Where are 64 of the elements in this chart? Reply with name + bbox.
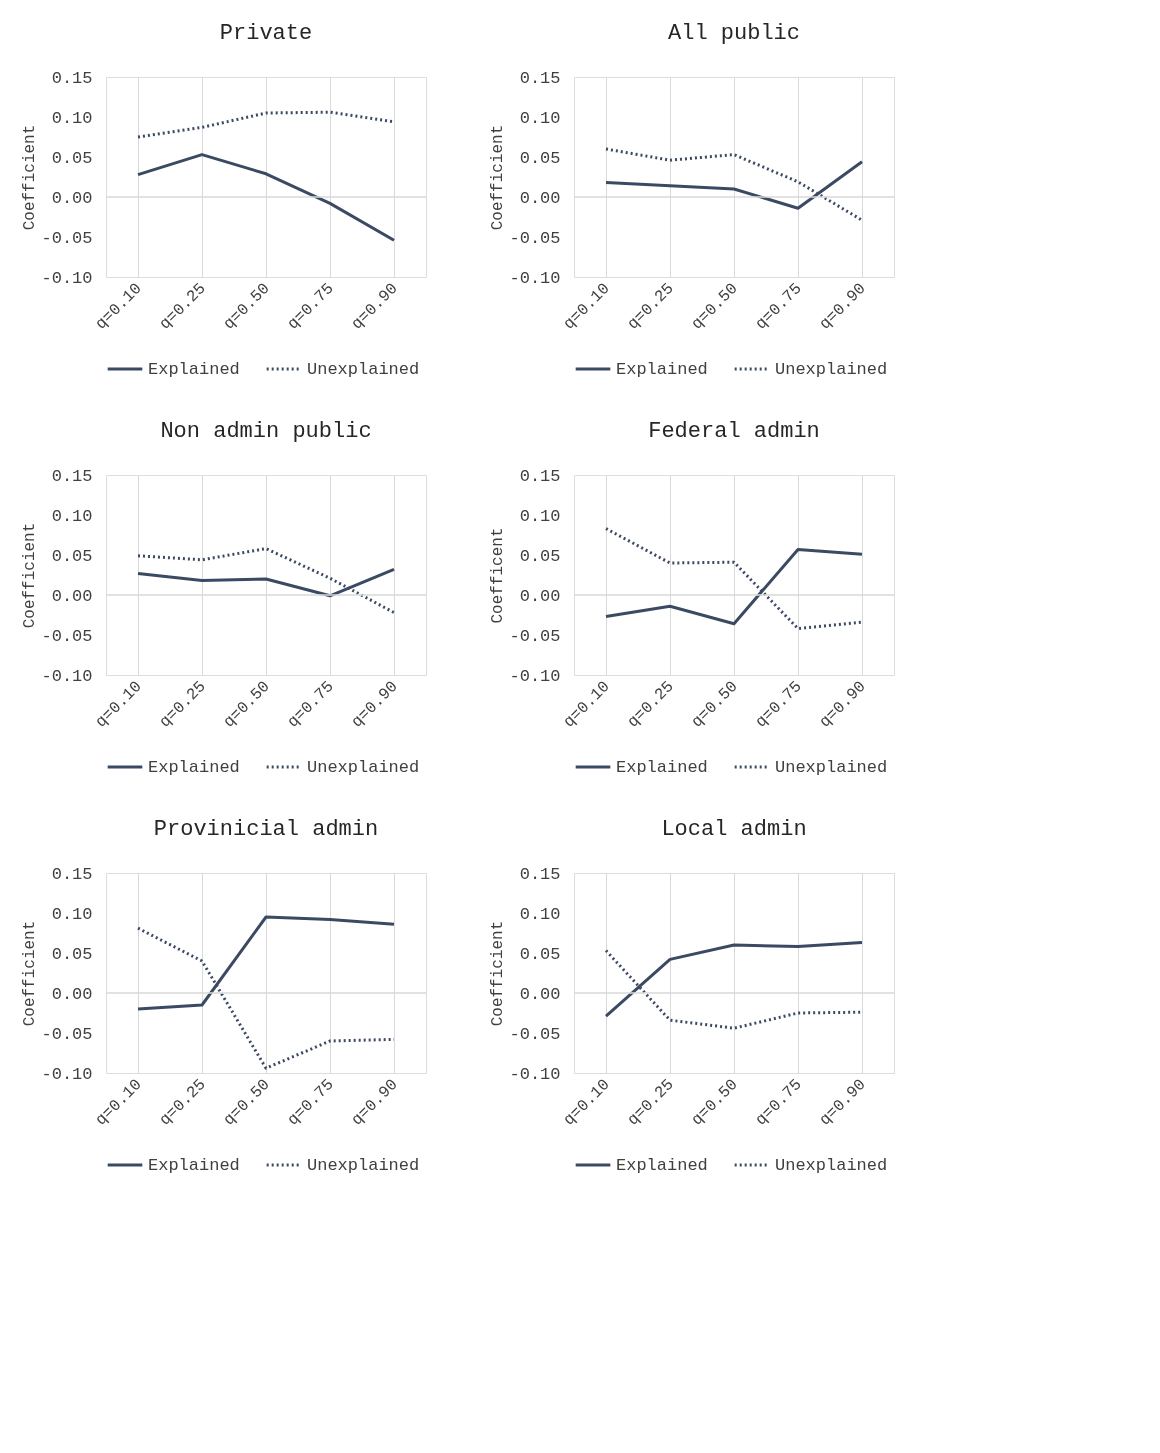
- y-tick-label: 0.15: [51, 68, 93, 88]
- legend-label: Explained: [616, 1156, 708, 1175]
- y-axis-title: Coefficent: [489, 527, 508, 624]
- y-tick-label: -0.10: [509, 666, 561, 686]
- y-tick-label: 0.00: [519, 188, 561, 208]
- legend-label: Unexplained: [775, 360, 888, 379]
- y-axis-title: Coefficient: [21, 124, 40, 231]
- chart-title: Non admin public: [160, 419, 372, 444]
- y-tick-label: -0.10: [41, 666, 93, 686]
- legend-label: Explained: [148, 1156, 240, 1175]
- y-tick-label: 0.00: [51, 188, 93, 208]
- y-tick-label: 0.15: [519, 68, 561, 88]
- y-tick-label: -0.05: [509, 626, 561, 646]
- y-tick-label: 0.05: [51, 148, 93, 168]
- y-tick-label: 0.05: [51, 944, 93, 964]
- y-axis-title: Coefficient: [489, 124, 508, 231]
- chart-title: Local admin: [661, 817, 807, 842]
- legend-label: Unexplained: [307, 1156, 420, 1175]
- y-tick-label: 0.15: [51, 466, 93, 486]
- y-tick-label: 0.05: [519, 546, 561, 566]
- legend-label: Explained: [616, 360, 708, 379]
- legend-label: Explained: [148, 758, 240, 777]
- legend-label: Unexplained: [775, 1156, 888, 1175]
- y-tick-label: 0.10: [51, 108, 93, 128]
- chart-title: All public: [667, 21, 801, 46]
- y-tick-label: 0.10: [519, 506, 561, 526]
- y-tick-label: 0.15: [519, 864, 561, 884]
- chart-title: Provinicial admin: [153, 817, 379, 842]
- y-axis-title: Coefficient: [21, 920, 40, 1027]
- line-series: [136, 547, 396, 615]
- chart-title: Private: [219, 21, 313, 46]
- line-series: [604, 147, 864, 222]
- chart-title: Federal admin: [648, 419, 820, 444]
- legend-label: Explained: [148, 360, 240, 379]
- y-tick-label: 0.00: [51, 984, 93, 1004]
- y-tick-label: 0.15: [51, 864, 93, 884]
- y-tick-label: 0.05: [519, 944, 561, 964]
- y-tick-label: -0.05: [509, 1024, 561, 1044]
- legend-label: Unexplained: [775, 758, 888, 777]
- y-tick-label: -0.10: [41, 268, 93, 288]
- y-tick-label: 0.10: [51, 904, 93, 924]
- y-tick-label: -0.05: [41, 1024, 93, 1044]
- y-tick-label: 0.00: [519, 984, 561, 1004]
- legend-label: Explained: [616, 758, 708, 777]
- y-tick-label: -0.10: [41, 1064, 93, 1084]
- y-tick-label: 0.05: [519, 148, 561, 168]
- y-tick-label: 0.00: [51, 586, 93, 606]
- y-tick-label: -0.10: [509, 1064, 561, 1084]
- y-tick-label: -0.10: [509, 268, 561, 288]
- y-tick-label: 0.10: [51, 506, 93, 526]
- y-tick-label: 0.10: [519, 904, 561, 924]
- y-tick-label: 0.15: [519, 466, 561, 486]
- legend-label: Unexplained: [307, 758, 420, 777]
- y-tick-label: 0.05: [51, 546, 93, 566]
- y-axis-title: Coefficient: [21, 522, 40, 629]
- y-axis-title: Coefficient: [489, 920, 508, 1027]
- y-tick-label: -0.05: [41, 626, 93, 646]
- y-tick-label: 0.00: [519, 586, 561, 606]
- line-series: [604, 527, 864, 631]
- y-tick-label: -0.05: [41, 228, 93, 248]
- line-series: [136, 153, 396, 242]
- y-tick-label: -0.05: [509, 228, 561, 248]
- y-tick-label: 0.10: [519, 108, 561, 128]
- legend-label: Unexplained: [307, 360, 420, 379]
